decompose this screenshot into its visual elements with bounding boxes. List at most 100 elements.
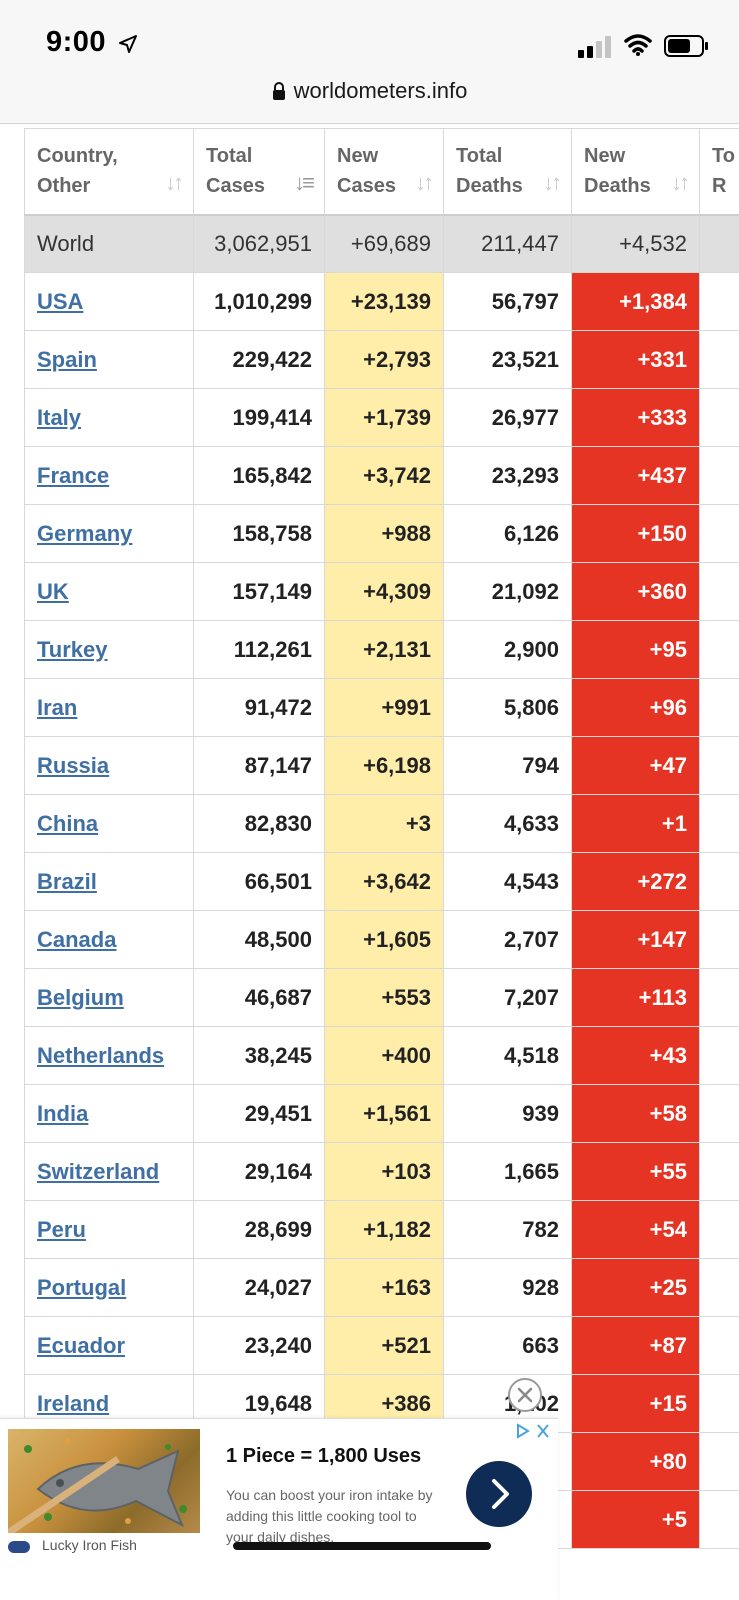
ad-headline[interactable]: 1 Piece = 1,800 Uses <box>226 1445 422 1467</box>
country-cell: China <box>24 794 194 853</box>
total-recovered-cell <box>699 272 739 331</box>
country-link[interactable]: Brazil <box>37 868 97 894</box>
sort-icon[interactable]: ↓↑ <box>165 169 184 195</box>
total-recovered-cell <box>699 620 739 679</box>
close-icon <box>517 1387 533 1403</box>
address-bar[interactable]: worldometers.info <box>0 78 739 110</box>
new-cases-cell: +6,198 <box>324 736 444 795</box>
table-row: China 82,830 +3 4,633 +1 <box>24 794 739 853</box>
table-row: Germany 158,758 +988 6,126 +150 <box>24 504 739 563</box>
country-link[interactable]: Peru <box>37 1216 86 1242</box>
total-deaths-cell: 23,521 <box>443 330 572 389</box>
country-link[interactable]: Germany <box>37 520 133 546</box>
new-deaths-cell: +1,384 <box>571 272 700 331</box>
country-link[interactable]: UK <box>37 578 69 604</box>
country-link[interactable]: Turkey <box>37 636 108 662</box>
total-deaths-cell: 4,518 <box>443 1026 572 1085</box>
new-deaths-cell: +1 <box>571 794 700 853</box>
header-total-cases[interactable]: Total Cases ↓≡ <box>193 128 325 216</box>
world-recovered <box>699 214 739 273</box>
ad-close-button[interactable] <box>508 1378 542 1412</box>
chevron-right-icon <box>492 1479 509 1509</box>
country-cell: Spain <box>24 330 194 389</box>
total-cases-cell: 112,261 <box>193 620 325 679</box>
new-cases-cell: +1,561 <box>324 1084 444 1143</box>
table-row: Peru 28,699 +1,182 782 +54 <box>24 1200 739 1259</box>
country-link[interactable]: Iran <box>37 694 78 720</box>
header-new-deaths[interactable]: New Deaths ↓↑ <box>571 128 700 216</box>
new-deaths-cell: +333 <box>571 388 700 447</box>
table-row: Turkey 112,261 +2,131 2,900 +95 <box>24 620 739 679</box>
country-link[interactable]: Canada <box>37 926 117 952</box>
total-recovered-cell <box>699 1316 739 1375</box>
country-cell: France <box>24 446 194 505</box>
header-new-cases[interactable]: New Cases ↓↑ <box>324 128 444 216</box>
total-recovered-cell <box>699 1200 739 1259</box>
total-recovered-cell <box>699 330 739 389</box>
sort-icon[interactable]: ↓↑ <box>543 169 562 195</box>
country-cell: Germany <box>24 504 194 563</box>
country-link[interactable]: Spain <box>37 346 97 372</box>
total-recovered-cell <box>699 852 739 911</box>
total-deaths-cell: 56,797 <box>443 272 572 331</box>
country-cell: Brazil <box>24 852 194 911</box>
status-time: 9:00 <box>46 26 107 58</box>
country-link[interactable]: Ecuador <box>37 1332 126 1358</box>
total-cases-cell: 229,422 <box>193 330 325 389</box>
country-cell: Peru <box>24 1200 194 1259</box>
country-link[interactable]: Ireland <box>37 1390 110 1416</box>
header-total-recovered[interactable]: To R <box>699 128 739 216</box>
header-country[interactable]: Country, Other ↓↑ <box>24 128 194 216</box>
total-cases-cell: 87,147 <box>193 736 325 795</box>
total-cases-cell: 24,027 <box>193 1258 325 1317</box>
table-row: Switzerland 29,164 +103 1,665 +55 <box>24 1142 739 1201</box>
total-recovered-cell <box>699 1432 739 1491</box>
signal-icon <box>578 36 611 58</box>
new-cases-cell: +988 <box>324 504 444 563</box>
ad-image[interactable] <box>8 1429 200 1533</box>
country-link[interactable]: France <box>37 462 110 488</box>
new-cases-cell: +3,642 <box>324 852 444 911</box>
country-link[interactable]: Switzerland <box>37 1158 160 1184</box>
country-link[interactable]: USA <box>37 288 84 314</box>
country-cell: Iran <box>24 678 194 737</box>
table-row: Spain 229,422 +2,793 23,521 +331 <box>24 330 739 389</box>
country-link[interactable]: Portugal <box>37 1274 127 1300</box>
country-link[interactable]: Italy <box>37 404 82 430</box>
country-link[interactable]: Russia <box>37 752 110 778</box>
adchoices-icon[interactable] <box>512 1421 556 1441</box>
table-row: Brazil 66,501 +3,642 4,543 +272 <box>24 852 739 911</box>
sort-icon[interactable]: ↓↑ <box>671 169 690 195</box>
sort-icon[interactable]: ↓↑ <box>415 169 434 195</box>
header-total-deaths[interactable]: Total Deaths ↓↑ <box>443 128 572 216</box>
country-link[interactable]: Netherlands <box>37 1042 165 1068</box>
total-recovered-cell <box>699 968 739 1027</box>
ad-banner[interactable]: 1 Piece = 1,800 Uses You can boost your … <box>0 1418 558 1600</box>
new-deaths-cell: +96 <box>571 678 700 737</box>
new-deaths-cell: +272 <box>571 852 700 911</box>
total-recovered-cell <box>699 1084 739 1143</box>
total-cases-cell: 82,830 <box>193 794 325 853</box>
country-link[interactable]: China <box>37 810 99 836</box>
battery-icon <box>664 35 708 57</box>
total-cases-cell: 158,758 <box>193 504 325 563</box>
total-deaths-cell: 4,543 <box>443 852 572 911</box>
country-link[interactable]: Belgium <box>37 984 124 1010</box>
total-cases-cell: 29,164 <box>193 1142 325 1201</box>
country-cell: USA <box>24 272 194 331</box>
iron-fish-illustration <box>8 1438 187 1533</box>
country-link[interactable]: India <box>37 1100 89 1126</box>
sort-desc-icon[interactable]: ↓≡ <box>294 169 315 195</box>
ad-cta-button[interactable] <box>466 1461 532 1527</box>
total-cases-cell: 48,500 <box>193 910 325 969</box>
total-cases-cell: 38,245 <box>193 1026 325 1085</box>
table-row: Russia 87,147 +6,198 794 +47 <box>24 736 739 795</box>
total-deaths-cell: 794 <box>443 736 572 795</box>
total-deaths-cell: 7,207 <box>443 968 572 1027</box>
total-cases-cell: 1,010,299 <box>193 272 325 331</box>
world-row: World 3,062,951 +69,689 211,447 +4,532 <box>24 214 739 273</box>
new-deaths-cell: +150 <box>571 504 700 563</box>
total-deaths-cell: 663 <box>443 1316 572 1375</box>
new-deaths-cell: +147 <box>571 910 700 969</box>
table-row: Ecuador 23,240 +521 663 +87 <box>24 1316 739 1375</box>
